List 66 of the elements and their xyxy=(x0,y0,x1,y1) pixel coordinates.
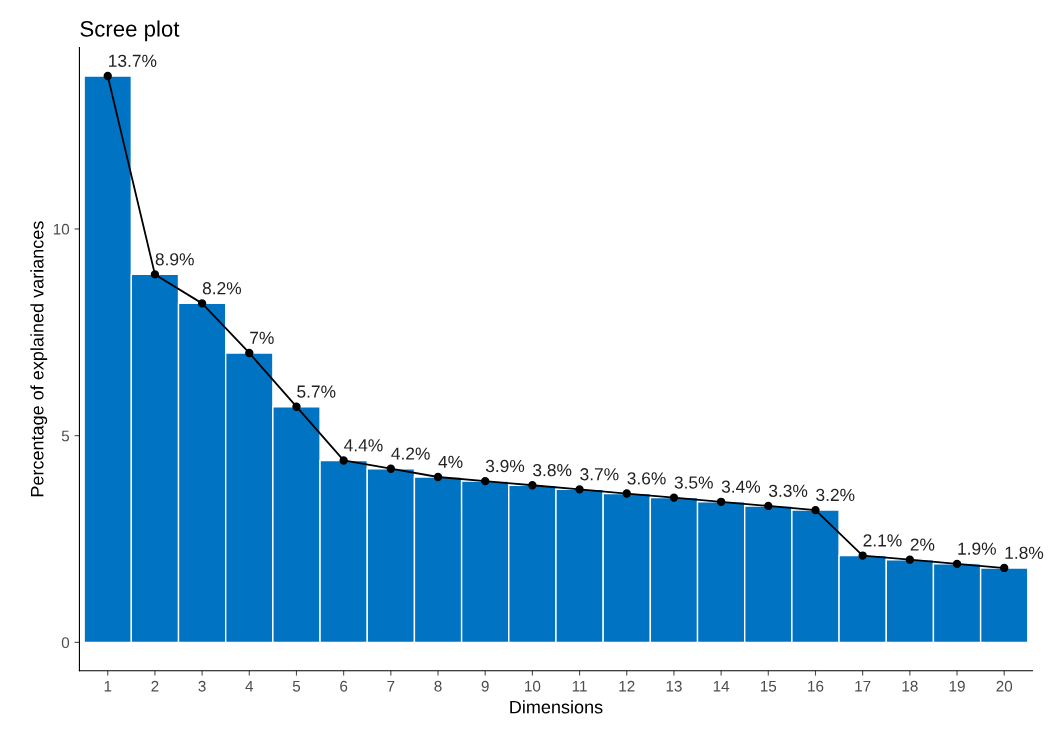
point xyxy=(433,472,443,482)
x-tick-label: 15 xyxy=(760,680,777,692)
x-tick-label: 4 xyxy=(245,680,254,692)
point xyxy=(858,551,867,560)
x-tick-label: 5 xyxy=(292,680,301,692)
data-label: 4.2% xyxy=(391,447,430,460)
x-tick-label: 10 xyxy=(525,680,541,692)
x-tick-label: 3 xyxy=(198,680,206,692)
data-label: 8.9% xyxy=(155,253,194,266)
point xyxy=(575,485,584,494)
x-tick-label: 6 xyxy=(340,680,348,692)
x-tick-label: 2 xyxy=(151,680,159,692)
data-label: 3.6% xyxy=(627,472,666,485)
data-label: 5.7% xyxy=(297,385,336,398)
point xyxy=(716,497,726,506)
x-tick-label: 7 xyxy=(387,680,395,692)
data-label: 13.7% xyxy=(109,54,157,67)
data-label: 2.1% xyxy=(863,534,902,547)
point xyxy=(339,456,348,465)
data-label: 1.9% xyxy=(958,542,996,555)
point xyxy=(905,555,915,564)
point xyxy=(528,481,537,490)
data-label: 3.2% xyxy=(816,488,855,502)
point xyxy=(811,505,820,515)
point xyxy=(150,270,160,279)
data-label: 3.4% xyxy=(721,480,761,493)
point xyxy=(622,489,631,498)
y-tick-label: 10 xyxy=(53,223,70,235)
point xyxy=(197,299,207,308)
point xyxy=(764,501,773,511)
data-label: 7% xyxy=(250,331,274,344)
x-tick-label: 16 xyxy=(808,680,824,692)
data-label: 1.8% xyxy=(1005,546,1044,559)
point xyxy=(1000,563,1009,573)
data-label: 4% xyxy=(438,455,463,468)
data-label: 4.4% xyxy=(344,439,383,452)
y-tick-label: 5 xyxy=(61,430,70,442)
point xyxy=(103,71,112,81)
x-tick-label: 13 xyxy=(666,680,682,692)
data-label: 2% xyxy=(910,538,935,551)
x-tick-label: 20 xyxy=(996,680,1013,692)
point xyxy=(952,559,962,568)
data-label: 8.2% xyxy=(202,282,242,295)
chart-title: Scree plot xyxy=(80,20,180,42)
x-tick-label: 9 xyxy=(481,680,489,692)
data-label: 3.9% xyxy=(485,459,525,473)
data-label: 3.7% xyxy=(580,468,619,481)
x-tick-label: 19 xyxy=(949,680,965,692)
point xyxy=(481,476,490,486)
point xyxy=(386,464,396,473)
x-tick-label: 14 xyxy=(713,680,730,692)
x-tick-label: 11 xyxy=(572,680,587,692)
data-label: 3.5% xyxy=(674,476,713,489)
point xyxy=(669,493,679,502)
y-tick-label: 0 xyxy=(61,637,70,649)
point xyxy=(245,348,254,358)
x-tick-label: 8 xyxy=(434,680,442,692)
data-label: 3.8% xyxy=(533,463,572,477)
x-tick-label: 18 xyxy=(902,680,918,692)
x-axis-title: Dimensions xyxy=(510,700,603,714)
x-tick-label: 12 xyxy=(619,680,635,692)
y-axis-title: Percentage of explained variances xyxy=(30,221,48,497)
data-label: 3.3% xyxy=(768,484,808,497)
x-tick-label: 17 xyxy=(855,680,871,692)
x-tick-label: 1 xyxy=(104,680,112,692)
point xyxy=(292,402,301,411)
